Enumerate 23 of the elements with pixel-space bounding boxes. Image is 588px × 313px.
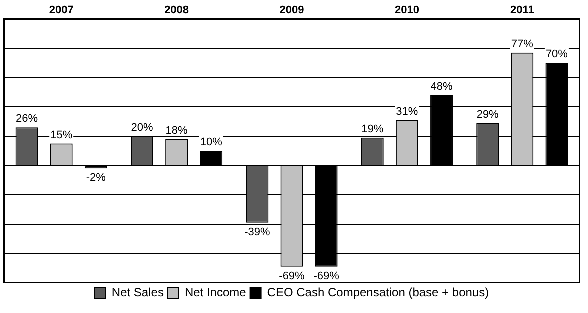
data-label: -69%: [314, 270, 340, 282]
legend-label: Net Sales: [112, 285, 164, 300]
data-label: 31%: [396, 106, 418, 118]
data-label: 20%: [131, 122, 154, 134]
data-label: -69%: [279, 270, 306, 282]
x-tick-label: 2008: [164, 4, 190, 17]
data-label: 29%: [476, 108, 500, 121]
data-label: 26%: [16, 113, 38, 126]
data-label: -2%: [86, 172, 106, 184]
data-label: 48%: [430, 80, 453, 93]
data-label: 10%: [200, 136, 223, 149]
data-label: 77%: [511, 38, 534, 50]
data-label: 19%: [362, 123, 384, 136]
legend-label: Net Income: [184, 285, 247, 300]
x-tick-label: 2010: [394, 4, 420, 17]
data-label: 15%: [50, 129, 73, 142]
data-label: -39%: [244, 226, 270, 238]
legend-label: CEO Cash Compensation (base + bonus): [267, 285, 490, 300]
x-tick-label: 2007: [49, 4, 74, 17]
data-label: 70%: [546, 48, 568, 61]
data-label: 18%: [166, 124, 188, 137]
x-tick-label: 2009: [280, 4, 304, 17]
x-tick-label: 2011: [510, 4, 534, 17]
